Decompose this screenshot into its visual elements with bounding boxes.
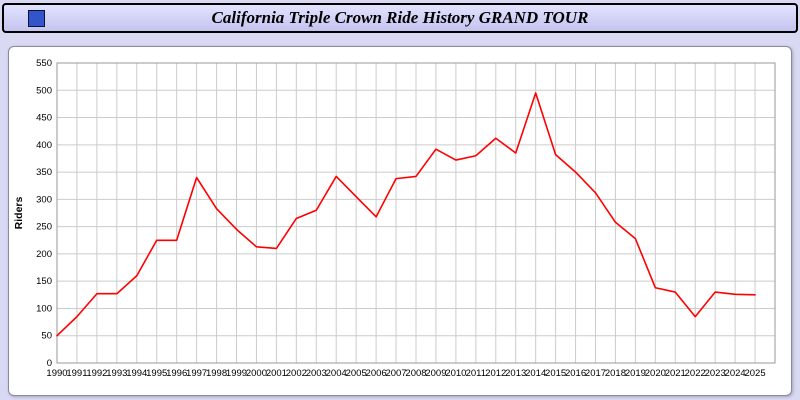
svg-text:400: 400 (36, 140, 52, 151)
svg-text:2025: 2025 (744, 368, 765, 379)
svg-text:0: 0 (47, 358, 52, 369)
svg-text:1996: 1996 (166, 368, 187, 379)
svg-text:1991: 1991 (66, 368, 87, 379)
title-bar: California Triple Crown Ride History GRA… (2, 3, 798, 33)
svg-text:2023: 2023 (705, 368, 726, 379)
riders-series-line (56, 92, 756, 337)
svg-text:2017: 2017 (585, 368, 606, 379)
svg-text:2014: 2014 (525, 368, 546, 379)
svg-text:2009: 2009 (425, 368, 446, 379)
svg-text:1998: 1998 (206, 368, 227, 379)
svg-text:2020: 2020 (645, 368, 666, 379)
svg-text:2003: 2003 (306, 368, 327, 379)
svg-text:350: 350 (36, 167, 52, 178)
x-axis-tick-labels: 1990199119921993199419951996199719981999… (46, 368, 765, 379)
svg-text:2012: 2012 (485, 368, 506, 379)
y-axis-title: Riders (13, 197, 25, 230)
svg-text:200: 200 (36, 249, 52, 260)
svg-text:2005: 2005 (346, 368, 367, 379)
svg-text:2021: 2021 (665, 368, 686, 379)
svg-text:500: 500 (36, 85, 52, 96)
svg-text:2008: 2008 (405, 368, 426, 379)
svg-text:250: 250 (36, 222, 52, 233)
page-title: California Triple Crown Ride History GRA… (211, 8, 589, 27)
svg-text:550: 550 (36, 58, 52, 69)
svg-text:1995: 1995 (146, 368, 167, 379)
svg-text:1992: 1992 (86, 368, 107, 379)
svg-text:2000: 2000 (246, 368, 267, 379)
svg-text:2019: 2019 (625, 368, 646, 379)
svg-text:1993: 1993 (106, 368, 127, 379)
svg-text:2022: 2022 (685, 368, 706, 379)
svg-text:100: 100 (36, 303, 52, 314)
svg-text:2002: 2002 (286, 368, 307, 379)
svg-text:2006: 2006 (366, 368, 387, 379)
svg-text:150: 150 (36, 276, 52, 287)
svg-text:450: 450 (36, 113, 52, 124)
svg-text:2004: 2004 (326, 368, 347, 379)
svg-text:1997: 1997 (186, 368, 207, 379)
svg-text:2011: 2011 (466, 368, 486, 379)
y-axis-tick-labels: 0 50 100 150 200 250 300 350 400 450 500 550 (36, 58, 52, 369)
logo-icon (28, 10, 45, 27)
ride-history-line-chart: 0501001502002503003504004505005501990199… (13, 58, 776, 379)
gridlines (56, 62, 775, 364)
svg-text:2018: 2018 (605, 368, 626, 379)
svg-text:50: 50 (41, 331, 52, 342)
svg-text:1994: 1994 (126, 368, 147, 379)
svg-text:300: 300 (36, 194, 52, 205)
svg-text:2013: 2013 (505, 368, 526, 379)
svg-text:2024: 2024 (725, 368, 746, 379)
chart-panel: 0 50 100 150 200 250 300 350 400 450 500 550 1990 199… (8, 46, 792, 396)
axis-frame (56, 62, 776, 364)
svg-text:2016: 2016 (565, 368, 586, 379)
svg-text:1990: 1990 (46, 368, 67, 379)
svg-text:2015: 2015 (545, 368, 566, 379)
svg-text:1999: 1999 (226, 368, 247, 379)
svg-text:2001: 2001 (266, 368, 287, 379)
svg-text:2007: 2007 (385, 368, 406, 379)
svg-text:2010: 2010 (445, 368, 466, 379)
